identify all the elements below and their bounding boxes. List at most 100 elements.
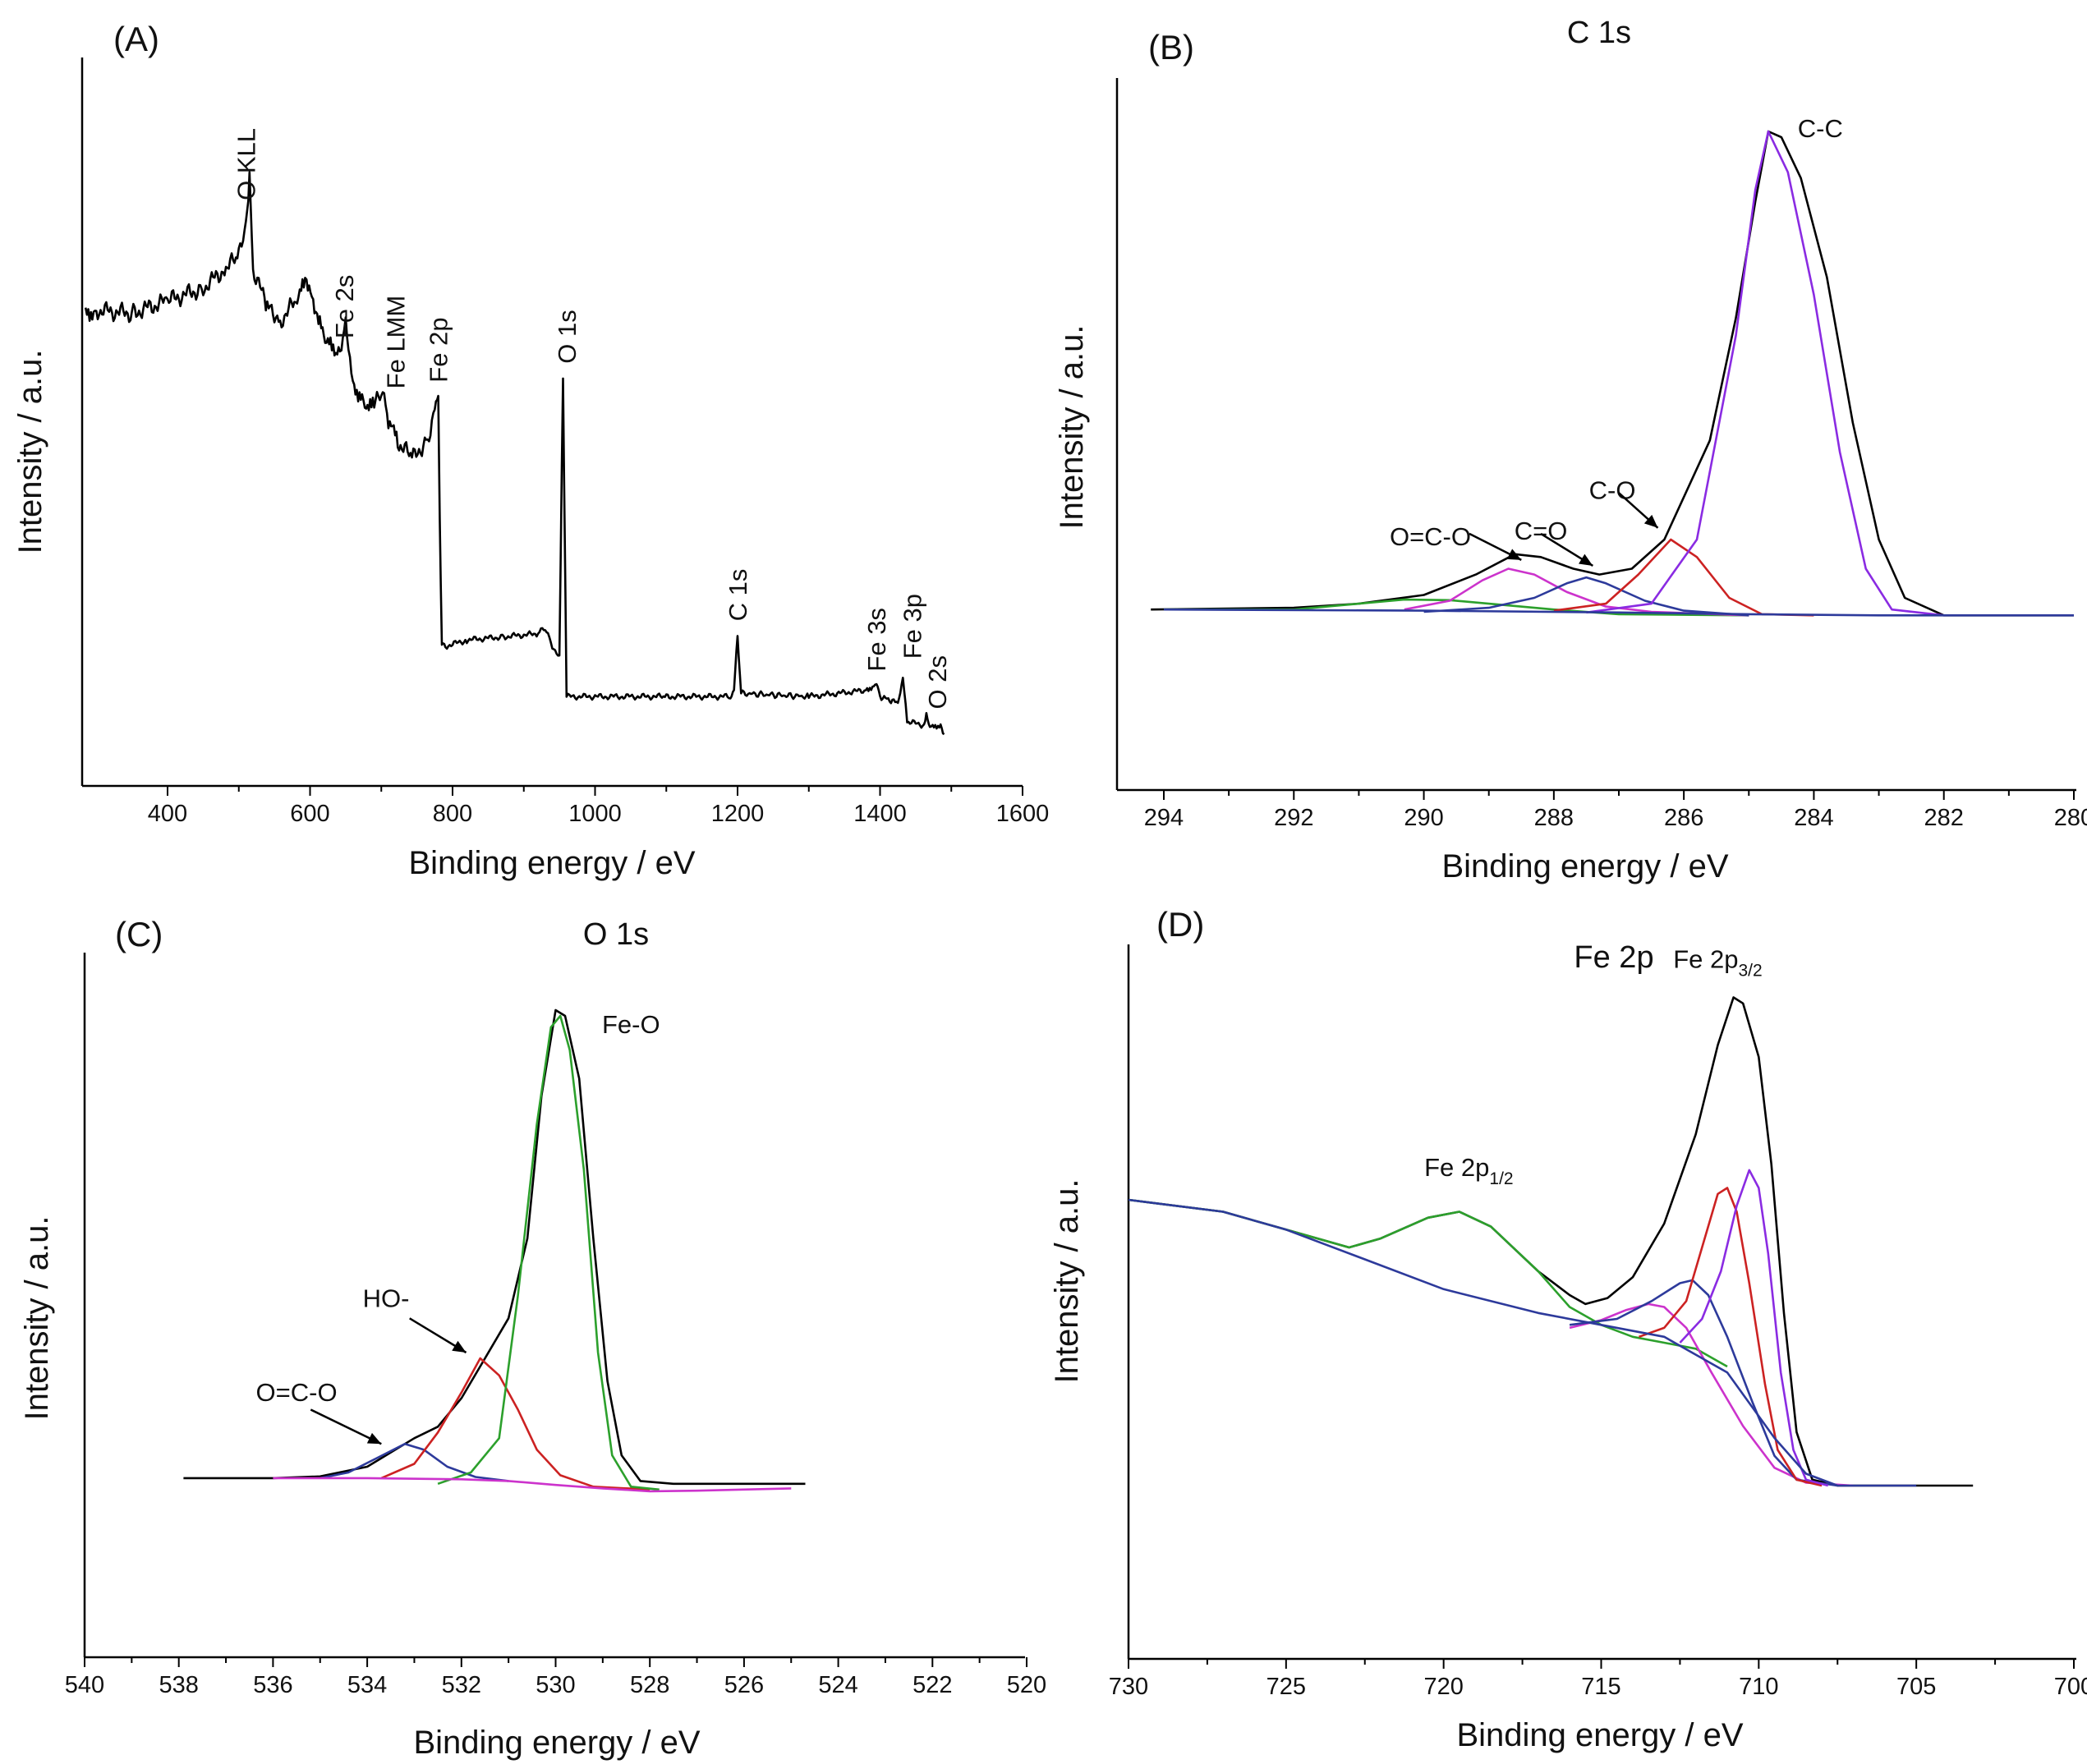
series-background: [273, 1477, 792, 1493]
series-envelope: [1151, 130, 2074, 617]
curves-a: [84, 171, 945, 736]
panel-c: (C) O 1s 540 538 536 534 532 530 528 526 524 522 5…: [19, 915, 1046, 1761]
pointer-arrow-head: [452, 1340, 467, 1353]
panel-letter-d: (D): [1156, 905, 1204, 944]
y-axis-label-c: Intensity / a.u.: [19, 1215, 55, 1420]
x-tick-label: 710: [1739, 1674, 1778, 1700]
pointer-arrow-head: [366, 1432, 382, 1445]
peak-label: Fe 2p: [425, 317, 453, 382]
peak-label: Fe LMM: [382, 296, 411, 389]
series-envelope: [183, 1008, 806, 1486]
x-tick-label: 532: [442, 1672, 481, 1698]
peak-label: Fe 3p: [899, 594, 927, 659]
pointer-arrow-head: [1506, 549, 1522, 560]
x-tick-label: 705: [1896, 1674, 1936, 1700]
x-tick-label: 700: [2054, 1674, 2087, 1700]
peak-label: Fe 2s: [330, 275, 359, 339]
series-o-c-o: [319, 1442, 509, 1482]
peak-label: Fe 2p1/2: [1424, 1153, 1513, 1188]
annotations-c: Fe-O HO- O=C-O: [256, 1010, 660, 1445]
x-tick-label: 280: [2054, 805, 2087, 831]
x-ticks-c: 540 538 536 534 532 530 528 526 524 522 520: [65, 1657, 1046, 1698]
x-tick-label: 1400: [853, 801, 907, 827]
x-tick-label: 715: [1581, 1674, 1620, 1700]
x-tick-label: 528: [630, 1672, 669, 1698]
peak-label: O KLL: [232, 128, 260, 200]
panel-a: (A) 400 600 800 1000 1200 1400 1600 O KLL Fe 2s…: [12, 20, 1049, 881]
panel-letter-a: (A): [113, 20, 159, 58]
series-c-o: [1404, 567, 1749, 617]
peak-label: O=C-O: [256, 1378, 338, 1407]
peak-label: Fe 3s: [862, 608, 891, 672]
x-axis-label-a: Binding energy / eV: [408, 845, 695, 881]
x-tick-label: 286: [1664, 805, 1703, 831]
panel-d: (D) Fe 2p 730 725 720 715 710 705 700 Fe 2p1/2…: [1049, 905, 2087, 1753]
x-tick-label: 538: [159, 1672, 199, 1698]
series-c-o: [1423, 576, 1749, 617]
x-tick-label: 400: [148, 801, 187, 827]
x-tick-label: 530: [536, 1672, 575, 1698]
x-tick-label: 536: [253, 1672, 292, 1698]
panel-title-d: Fe 2p: [1574, 940, 1653, 975]
pointer-arrow-head: [1643, 514, 1658, 528]
x-tick-label: 730: [1109, 1674, 1148, 1700]
x-axis-label-d: Binding energy / eV: [1456, 1717, 1743, 1753]
x-tick-label: 282: [1924, 805, 1964, 831]
peak-label: C=O: [1515, 517, 1568, 545]
peak-label: C 1s: [724, 569, 752, 622]
peak-label: O=C-O: [1390, 522, 1471, 551]
series-ho-: [380, 1357, 650, 1491]
x-tick-label: 1200: [711, 801, 765, 827]
curves-b: [1151, 130, 2074, 617]
x-tick-label: 288: [1534, 805, 1574, 831]
peak-label-subscript: 1/2: [1489, 1169, 1513, 1188]
panel-title-b: C 1s: [1567, 16, 1631, 50]
peak-label: C-O: [1589, 475, 1636, 504]
x-tick-label: 524: [818, 1672, 857, 1698]
panel-letter-c: (C): [115, 915, 163, 953]
x-ticks-b: 294 292 290 288 286 284 282 280: [1144, 790, 2087, 831]
x-tick-label: 290: [1404, 805, 1443, 831]
x-tick-label: 725: [1266, 1674, 1306, 1700]
annotations-b: C-C C-O C=O O=C-O: [1390, 114, 1843, 567]
x-tick-label: 720: [1423, 1674, 1463, 1700]
x-tick-label: 294: [1144, 805, 1184, 831]
x-tick-label: 1600: [996, 801, 1050, 827]
x-tick-label: 600: [290, 801, 329, 827]
x-ticks-d: 730 725 720 715 710 705 700: [1109, 1659, 2087, 1700]
series-c-c: [1586, 130, 1944, 617]
curves-c: [183, 1008, 806, 1493]
series-background: [1163, 608, 2074, 617]
x-tick-label: 520: [1007, 1672, 1046, 1698]
annotations-a: O KLL Fe 2s Fe LMM Fe 2p O 1s C 1s Fe 3s Fe 3pO…: [232, 128, 951, 710]
peak-label: Fe-O: [602, 1010, 660, 1039]
x-tick-label: 534: [347, 1672, 387, 1698]
x-tick-label: 522: [912, 1672, 952, 1698]
panel-title-c: O 1s: [583, 917, 649, 952]
x-axis-label-b: Binding energy / eV: [1441, 848, 1728, 884]
y-axis-label-b: Intensity / a.u.: [1054, 324, 1090, 529]
series-fe-2p3-2-shake: [1569, 1302, 1854, 1487]
x-tick-label: 284: [1794, 805, 1833, 831]
series-background: [1128, 1198, 1917, 1487]
panel-letter-b: (B): [1148, 28, 1194, 67]
panel-b: (B) C 1s 294 292 290 288 286 284 282 280 C-C C-O…: [1054, 16, 2087, 884]
x-tick-label: 1000: [568, 801, 622, 827]
series-fe3-: [1639, 1187, 1823, 1487]
x-tick-label: 526: [724, 1672, 764, 1698]
x-ticks-a: 400 600 800 1000 1200 1400 1600: [148, 786, 1049, 827]
x-tick-label: 292: [1274, 805, 1313, 831]
peak-label: O 1s: [553, 310, 582, 363]
series-survey: [84, 171, 945, 736]
series-c-c-286-2-: [1553, 538, 1814, 617]
series-envelope: [1128, 996, 1974, 1487]
x-axis-label-c: Binding energy / eV: [413, 1725, 700, 1761]
peak-label-subscript: 3/2: [1738, 961, 1762, 980]
curves-d: [1128, 996, 1974, 1487]
y-axis-label-a: Intensity / a.u.: [12, 349, 48, 554]
peak-label: HO-: [363, 1284, 410, 1312]
pointer-arrow-head: [1579, 554, 1593, 566]
y-axis-label-d: Intensity / a.u.: [1049, 1178, 1085, 1383]
series-fe-2p1-2: [1128, 1198, 1728, 1368]
